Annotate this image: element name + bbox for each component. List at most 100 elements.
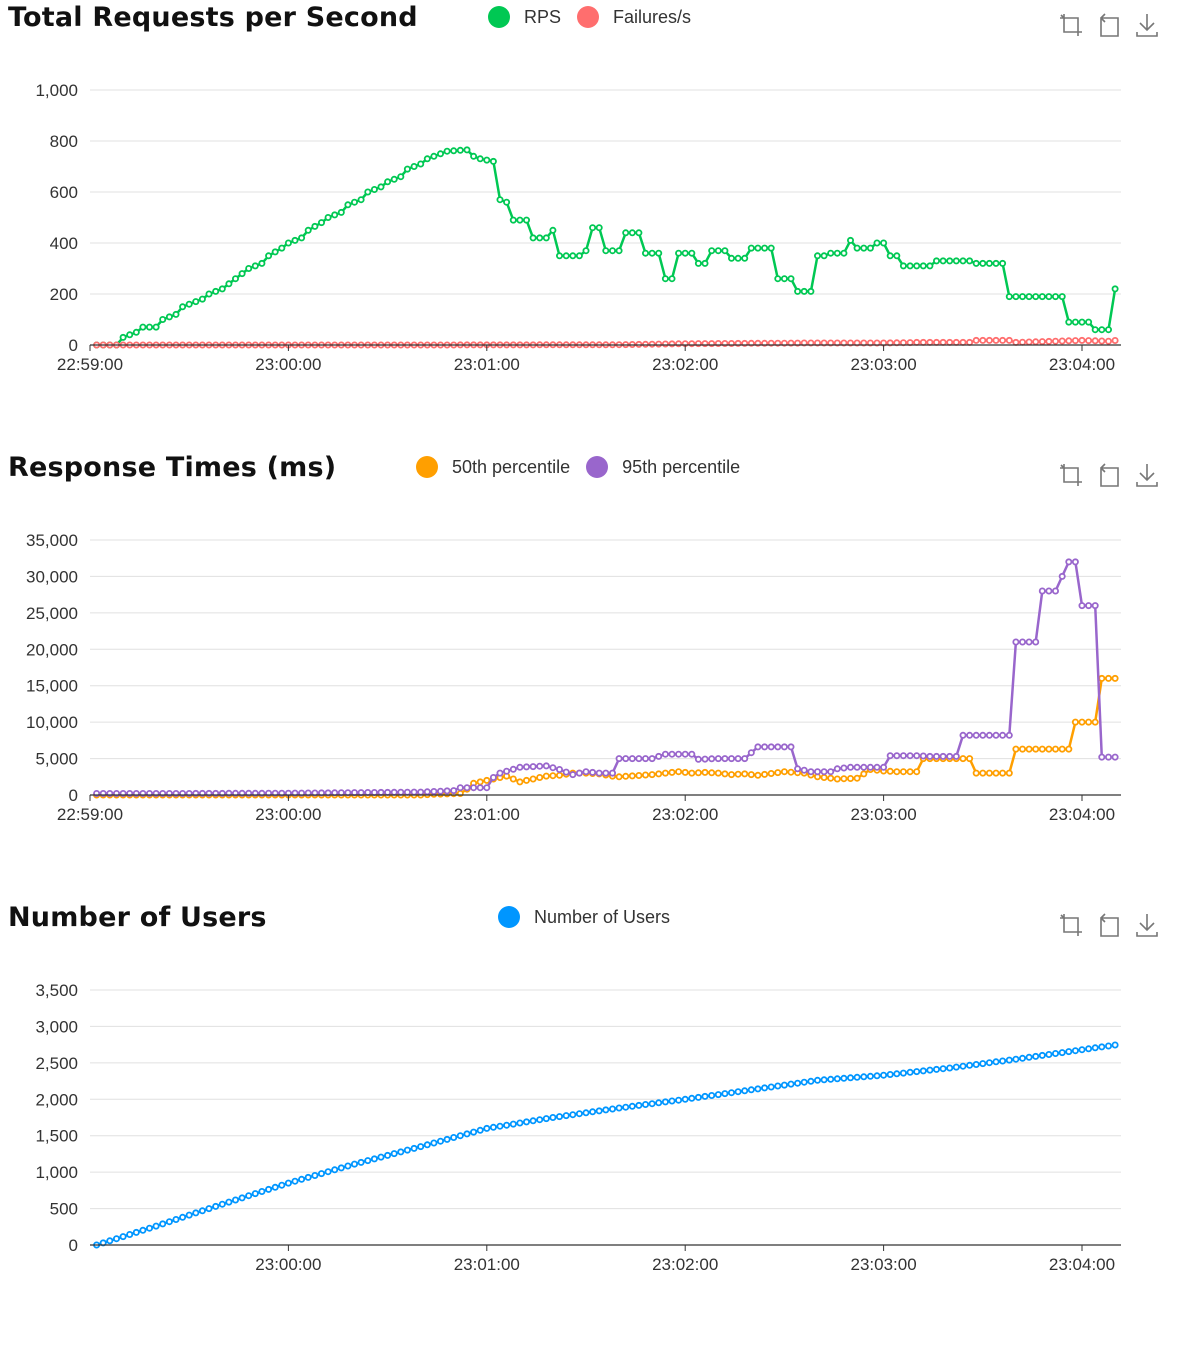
data-point bbox=[344, 201, 352, 209]
data-point bbox=[741, 755, 749, 763]
data-point bbox=[642, 771, 650, 779]
data-point bbox=[655, 1099, 663, 1107]
data-point bbox=[661, 750, 669, 758]
data-point bbox=[556, 252, 564, 260]
data-point bbox=[1005, 769, 1013, 777]
data-point bbox=[615, 773, 623, 781]
data-point bbox=[476, 778, 484, 786]
data-point bbox=[714, 247, 722, 255]
data-point bbox=[1019, 293, 1027, 301]
legend-item-failures[interactable]: Failures/s bbox=[577, 6, 691, 28]
data-point bbox=[377, 788, 385, 796]
data-point bbox=[529, 775, 537, 783]
data-point bbox=[919, 752, 927, 760]
data-point bbox=[933, 752, 941, 760]
data-point bbox=[417, 788, 425, 796]
data-point bbox=[880, 1071, 888, 1079]
data-point bbox=[456, 1132, 464, 1140]
download-icon[interactable] bbox=[1134, 12, 1160, 38]
zoom-icon[interactable] bbox=[1058, 12, 1084, 38]
data-point bbox=[298, 234, 306, 242]
data-point bbox=[159, 1220, 167, 1228]
data-point bbox=[1012, 1055, 1020, 1063]
legend-item-users[interactable]: Number of Users bbox=[498, 906, 670, 928]
zoom-icon[interactable] bbox=[1058, 912, 1084, 938]
data-point bbox=[357, 1158, 365, 1166]
data-point bbox=[734, 254, 742, 262]
legend-item-rps[interactable]: RPS bbox=[488, 6, 561, 28]
users-chart-panel: Number of Users Number of Users 0 500 1,00… bbox=[0, 900, 1180, 1340]
download-icon[interactable] bbox=[1134, 912, 1160, 938]
data-point bbox=[397, 173, 405, 181]
legend-marker bbox=[577, 6, 600, 28]
data-point bbox=[172, 310, 180, 318]
data-point bbox=[827, 249, 835, 257]
data-point bbox=[1058, 745, 1066, 753]
data-point bbox=[860, 244, 868, 252]
data-point bbox=[542, 772, 550, 780]
data-point bbox=[1052, 337, 1060, 345]
data-point bbox=[1085, 1045, 1093, 1053]
data-point bbox=[1071, 718, 1079, 726]
data-point bbox=[899, 262, 907, 270]
data-point bbox=[761, 1084, 769, 1092]
data-point bbox=[1045, 745, 1053, 753]
data-point bbox=[913, 752, 921, 760]
y-tick-label: 10,000 bbox=[26, 713, 78, 732]
data-point bbox=[992, 769, 1000, 777]
data-point bbox=[370, 788, 378, 796]
data-point bbox=[218, 1200, 226, 1208]
data-point bbox=[893, 752, 901, 760]
data-point bbox=[489, 1123, 497, 1131]
data-point bbox=[714, 755, 722, 763]
data-point bbox=[866, 244, 874, 252]
chart-toolbox bbox=[1046, 462, 1160, 488]
data-point bbox=[589, 1108, 597, 1116]
data-point bbox=[185, 300, 193, 308]
zoom-reset-icon[interactable] bbox=[1096, 12, 1122, 38]
data-point bbox=[734, 770, 742, 778]
data-point bbox=[787, 743, 795, 751]
data-point bbox=[939, 257, 947, 265]
data-point bbox=[410, 1144, 418, 1152]
data-point bbox=[886, 252, 894, 260]
data-point bbox=[701, 1092, 709, 1100]
zoom-icon[interactable] bbox=[1058, 462, 1084, 488]
y-tick-label: 1,500 bbox=[35, 1127, 78, 1146]
data-point bbox=[397, 1148, 405, 1156]
data-point bbox=[642, 755, 650, 763]
data-point bbox=[357, 196, 365, 204]
data-point bbox=[972, 259, 980, 267]
data-point bbox=[390, 788, 398, 796]
legend-item-p50[interactable]: 50th percentile bbox=[416, 456, 570, 478]
data-point bbox=[780, 768, 788, 776]
x-tick-label: 23:03:00 bbox=[851, 805, 917, 824]
data-point bbox=[1038, 745, 1046, 753]
y-tick-label: 1,000 bbox=[35, 1163, 78, 1182]
data-point bbox=[542, 1115, 550, 1123]
data-point bbox=[622, 229, 630, 237]
data-point bbox=[899, 768, 907, 776]
data-point bbox=[721, 770, 729, 778]
data-point bbox=[840, 249, 848, 257]
data-point bbox=[992, 1058, 1000, 1066]
legend-item-p95[interactable]: 95th percentile bbox=[586, 456, 740, 478]
data-point bbox=[979, 336, 987, 344]
data-point bbox=[708, 247, 716, 255]
data-point bbox=[648, 249, 656, 257]
data-point bbox=[840, 764, 848, 772]
data-point bbox=[668, 750, 676, 758]
data-point bbox=[496, 769, 504, 777]
data-point bbox=[1071, 558, 1079, 566]
data-point bbox=[1091, 326, 1099, 334]
download-icon[interactable] bbox=[1134, 462, 1160, 488]
data-point bbox=[436, 150, 444, 158]
data-point bbox=[179, 303, 187, 311]
data-point bbox=[1038, 338, 1046, 346]
data-point bbox=[410, 788, 418, 796]
data-point bbox=[886, 752, 894, 760]
zoom-reset-icon[interactable] bbox=[1096, 912, 1122, 938]
data-point bbox=[642, 1100, 650, 1108]
data-point bbox=[198, 295, 206, 303]
zoom-reset-icon[interactable] bbox=[1096, 462, 1122, 488]
